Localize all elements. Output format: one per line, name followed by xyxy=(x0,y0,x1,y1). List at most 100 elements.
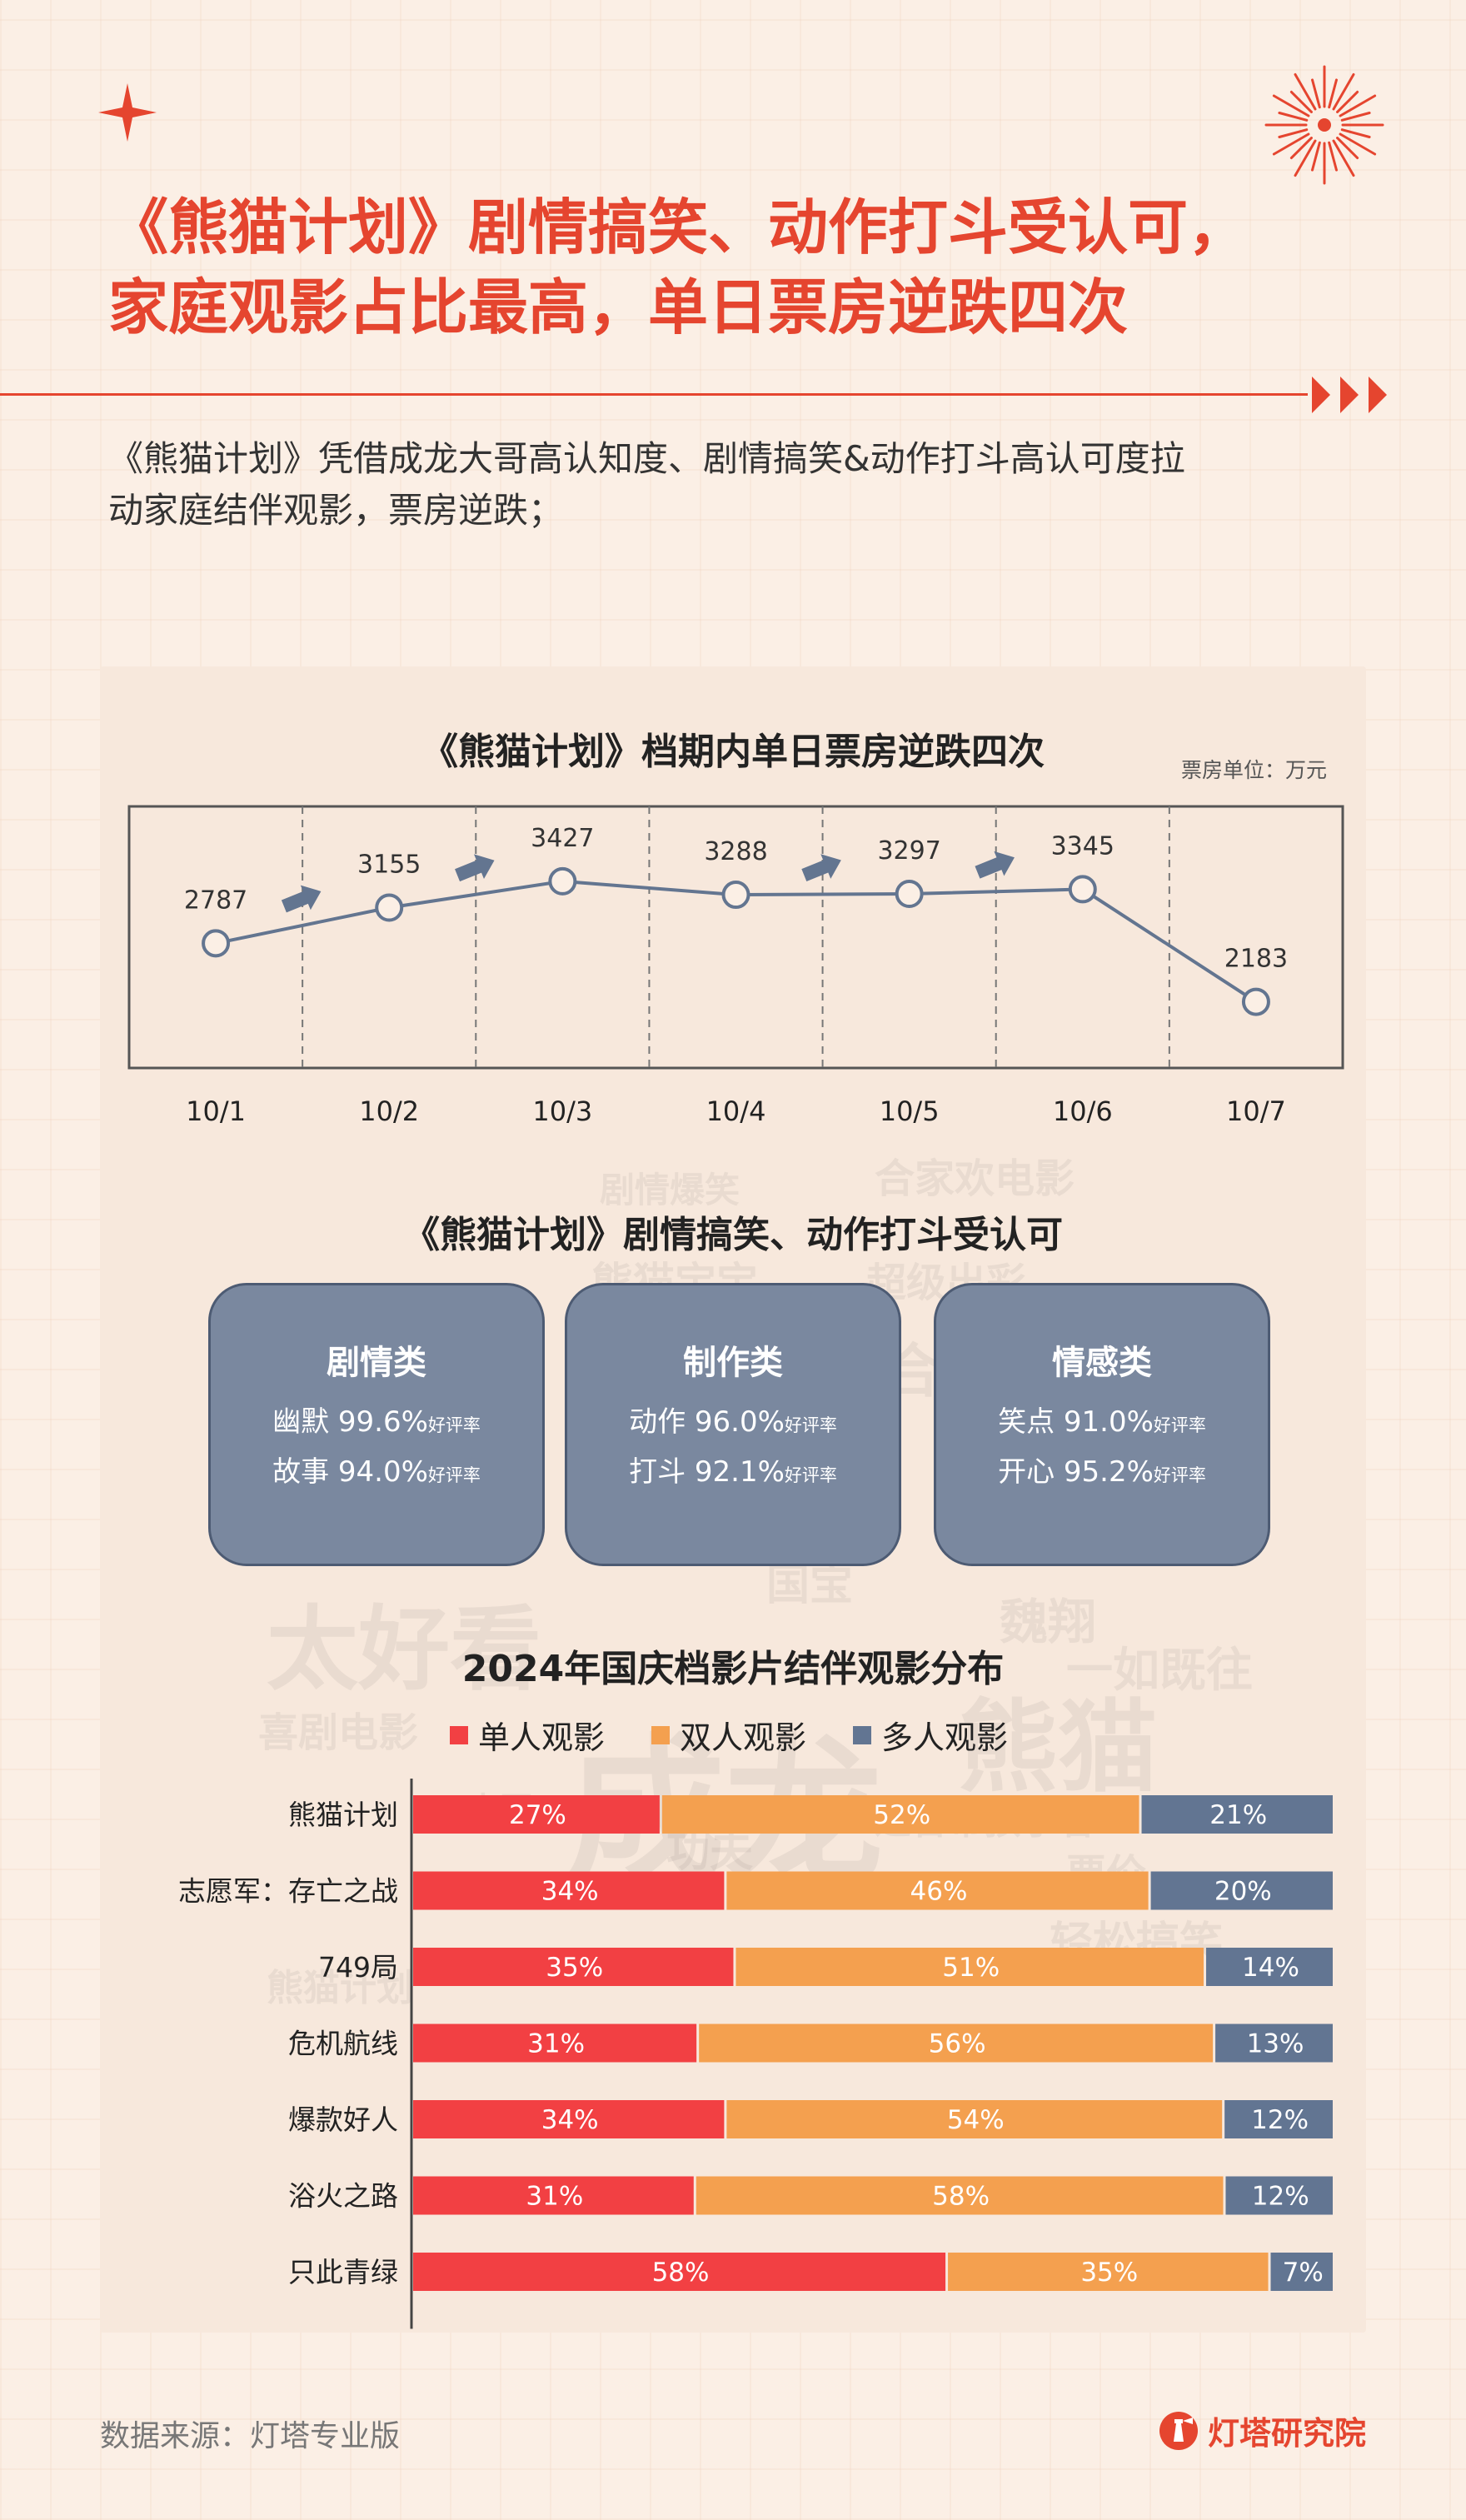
watermark-word: 太好看 xyxy=(267,1596,541,1703)
cards-title: 《熊猫计划》剧情搞笑、动作打斗受认可 xyxy=(403,1214,1063,1256)
legend-swatch xyxy=(651,1725,671,1744)
card-title: 制作类 xyxy=(683,1344,783,1382)
data-label: 3288 xyxy=(704,837,767,866)
bar-value-label: 35% xyxy=(1080,2258,1138,2288)
bar-value-label: 12% xyxy=(1252,2182,1309,2212)
rise-arrow-icon xyxy=(975,851,1015,879)
firework-ray xyxy=(1289,90,1313,113)
x-tick-label: 10/6 xyxy=(1053,1095,1113,1127)
firework-ray xyxy=(1294,72,1317,111)
headline: 《熊猫计划》剧情搞笑、动作打斗受认可， 家庭观影占比最高，单日票房逆跌四次 xyxy=(108,187,1358,347)
bar-segment xyxy=(696,2176,1224,2215)
unit-label: 票房单位：万元 xyxy=(1181,758,1328,782)
bar-value-label: 20% xyxy=(1214,1877,1272,1907)
rating-rate-label: 好评率 xyxy=(427,1415,481,1435)
firework-ray xyxy=(1289,137,1313,160)
firework-ray xyxy=(1328,78,1338,109)
category-label: 危机航线 xyxy=(288,2028,398,2060)
bar-segment xyxy=(413,1871,725,1910)
legend-label: 单人观影 xyxy=(478,1719,606,1756)
category-label: 749局 xyxy=(318,1951,398,1984)
firework-ray xyxy=(1340,112,1371,122)
data-label: 3345 xyxy=(1051,831,1114,861)
legend-entry: 双人观影 xyxy=(651,1712,806,1758)
bar-value-label: 54% xyxy=(947,2105,1005,2135)
firework-ray xyxy=(1339,94,1377,117)
rating-value: 幽默 99.6% xyxy=(272,1405,428,1439)
plot-frame xyxy=(127,805,1344,1070)
rating-value: 动作 96.0% xyxy=(629,1405,785,1439)
bar-value-label: 46% xyxy=(910,1877,968,1907)
bar-chart-title: 2024年国庆档影片结伴观影分布 xyxy=(461,1648,1005,1690)
bar-segment xyxy=(1141,1795,1333,1834)
firework-ray xyxy=(1272,132,1310,156)
bar-segment xyxy=(661,1795,1139,1834)
bar-value-label: 34% xyxy=(541,2105,599,2135)
data-label: 3155 xyxy=(357,851,421,880)
x-tick-label: 10/3 xyxy=(532,1095,592,1127)
firework-center xyxy=(1318,118,1331,132)
bar-segment xyxy=(413,2176,694,2215)
rise-arrow-icon xyxy=(455,854,495,882)
line-chart: 2787 10/1 3155 10/2 3427 10/3 3288 10/4 3297 10/5… xyxy=(127,805,1344,1127)
bar-value-label: 34% xyxy=(541,1877,599,1907)
x-tick-label: 10/4 xyxy=(706,1095,766,1127)
x-tick-label: 10/1 xyxy=(186,1095,246,1127)
bar-segment xyxy=(948,2253,1269,2291)
firework-ray xyxy=(1311,78,1321,109)
firework-ray xyxy=(1272,94,1310,117)
title-divider xyxy=(0,393,1308,396)
firework-ray xyxy=(1294,139,1317,177)
firework-icon xyxy=(1264,65,1384,185)
bar-segment xyxy=(413,2023,697,2063)
intro-text: 《熊猫计划》凭借成龙大哥高认知度、剧情搞笑&动作打斗高认可度拉 动家庭结伴观影，… xyxy=(108,433,1374,536)
data-point xyxy=(1068,875,1097,904)
brand-name: 灯塔研究院 xyxy=(1208,2415,1367,2452)
card-rating-line: 动作 96.0%好评率 xyxy=(567,1405,899,1442)
firework-ray xyxy=(1311,141,1321,172)
bar-value-label: 31% xyxy=(527,2029,585,2059)
triple-arrow-icon xyxy=(1312,377,1387,413)
x-tick-label: 10/2 xyxy=(359,1095,419,1127)
bar-value-label: 56% xyxy=(929,2029,986,2059)
data-label: 3297 xyxy=(877,836,940,866)
bar-value-label: 7% xyxy=(1283,2258,1324,2288)
data-point xyxy=(548,866,577,896)
rating-value: 笑点 91.0% xyxy=(998,1405,1154,1439)
stacked-bar-chart: 熊猫计划 27% 52% 21% 志愿军：存亡之战 34% 46% 20% 749局 35% 51%… xyxy=(178,1779,1333,2329)
intro-line-2: 动家庭结伴观影，票房逆跌； xyxy=(108,490,564,531)
data-point xyxy=(721,881,750,910)
firework-ray xyxy=(1339,132,1377,156)
card-rating-line: 打斗 92.1%好评率 xyxy=(567,1455,899,1492)
bar-segment xyxy=(726,2100,1223,2138)
headline-line-1: 《熊猫计划》剧情搞笑、动作打斗受认可， xyxy=(108,192,1249,262)
rating-card: 剧情类 幽默 99.6%好评率 故事 94.0%好评率 xyxy=(208,1283,545,1566)
firework-ray xyxy=(1332,72,1355,111)
bar-value-label: 13% xyxy=(1247,2029,1304,2059)
watermark-word: 剧情爆笑 xyxy=(600,1170,740,1210)
category-label: 爆款好人 xyxy=(288,2103,398,2136)
firework-ray xyxy=(1336,90,1359,113)
bar-value-label: 51% xyxy=(942,1953,1000,1983)
legend-label: 双人观影 xyxy=(680,1719,807,1756)
brand: 灯塔研究院 xyxy=(1158,2408,1366,2453)
card-rating-line: 故事 94.0%好评率 xyxy=(211,1455,542,1492)
watermark-word: 熊猫 xyxy=(958,1690,1158,1806)
bar-segment xyxy=(735,1948,1204,1986)
watermark-word: 功夫 xyxy=(666,1827,754,1877)
bar-segment xyxy=(1206,1948,1333,1986)
watermark-word: 熊猫计划 xyxy=(267,1967,413,2009)
rating-card: 制作类 动作 96.0%好评率 打斗 92.1%好评率 xyxy=(565,1283,901,1566)
rating-value: 开心 95.2% xyxy=(998,1455,1154,1489)
data-label: 2787 xyxy=(184,886,247,915)
bar-value-label: 21% xyxy=(1209,1800,1267,1830)
bar-value-label: 12% xyxy=(1251,2105,1309,2135)
rise-arrow-icon xyxy=(281,885,322,913)
rating-rate-label: 好评率 xyxy=(784,1465,837,1485)
firework-ray xyxy=(1336,137,1359,160)
firework-ray xyxy=(1278,112,1309,122)
data-point xyxy=(375,893,404,922)
bar-segment xyxy=(699,2023,1214,2063)
data-point xyxy=(202,929,231,958)
data-source: 数据来源：灯塔专业版 xyxy=(100,2419,401,2453)
